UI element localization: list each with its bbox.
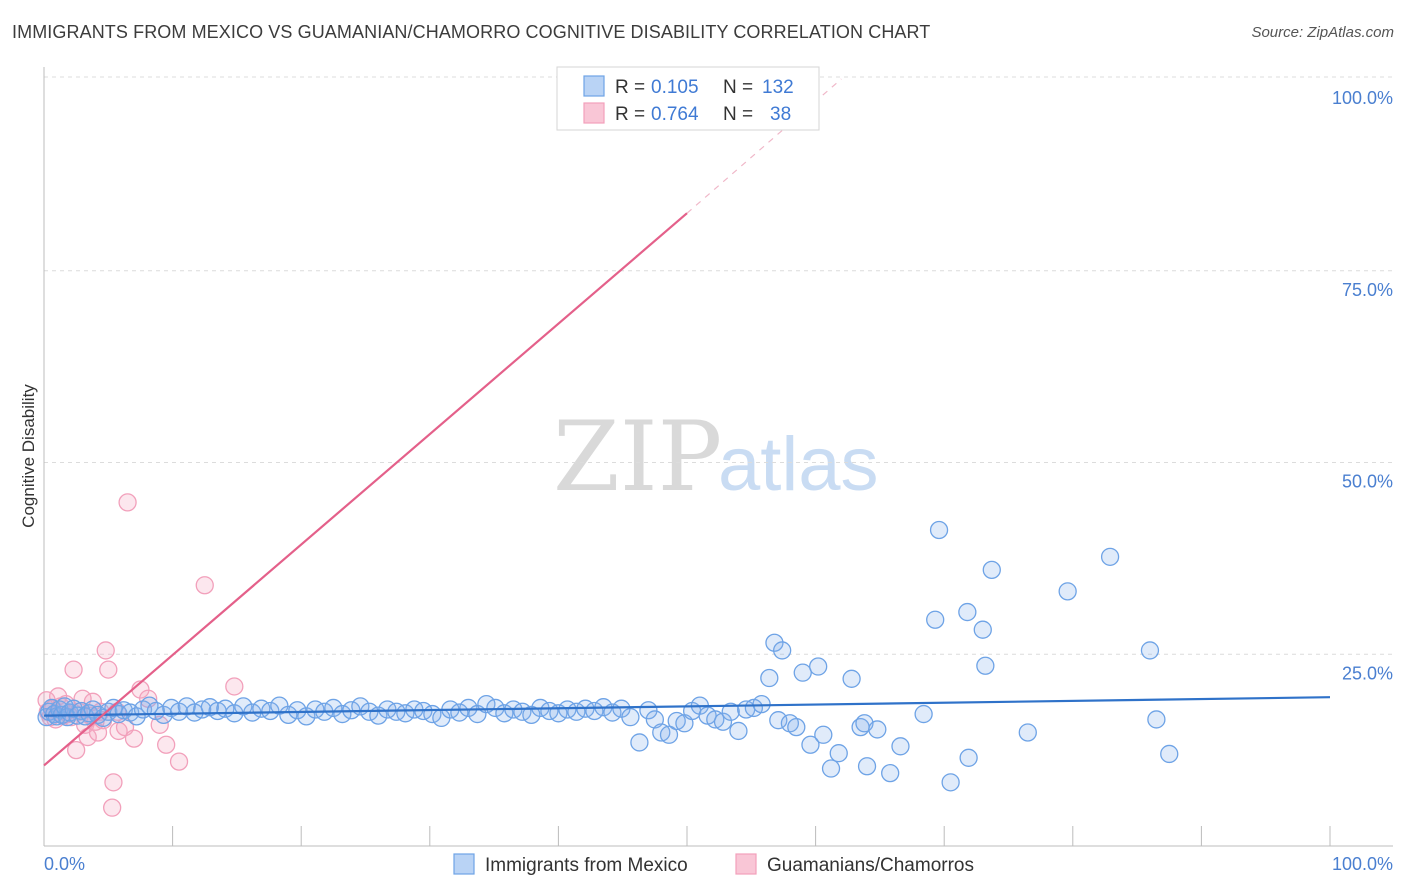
point-mexico: [713, 712, 733, 731]
point-mexico: [857, 757, 877, 776]
y-tick-label: 100.0%: [1332, 88, 1393, 108]
point-mexico: [1018, 723, 1037, 742]
point-mexico: [982, 560, 1001, 580]
point-mexico: [1147, 710, 1166, 729]
y-tick-label: 50.0%: [1342, 472, 1393, 492]
stats-legend: R = 0.105 N = 132 R = 0.764 N = 38: [556, 66, 820, 131]
point-mexico: [973, 620, 992, 639]
point-mexico: [659, 725, 679, 744]
legend-n-label-1: N =: [723, 77, 753, 98]
point-mexico: [459, 698, 478, 718]
y-axis-title: Cognitive Disability: [19, 384, 38, 528]
point-mexico: [333, 704, 352, 724]
point-guamanian: [99, 660, 118, 679]
point-mexico: [773, 641, 792, 660]
point-mexico: [868, 720, 887, 739]
point-guamanian: [124, 729, 144, 748]
point-mexico: [809, 657, 828, 676]
point-mexico: [234, 697, 253, 716]
zipatlas-watermark: ZIP atlas: [553, 401, 879, 513]
axes: [43, 67, 1393, 847]
point-mexico: [959, 748, 978, 767]
point-mexico: [821, 759, 841, 778]
point-mexico: [814, 725, 833, 744]
point-mexico: [769, 711, 788, 730]
trend-line-guamanian: [43, 212, 688, 767]
point-mexico: [396, 704, 415, 723]
legend-r-label-1: R =: [615, 77, 645, 98]
trend-line-mexico: [43, 696, 1331, 717]
point-mexico: [630, 733, 649, 752]
point-mexico: [1100, 547, 1120, 566]
point-mexico: [729, 721, 748, 741]
series-legend: Immigrants from Mexico Guamanians/Chamor…: [453, 853, 974, 876]
legend-r-value-2: 0.764: [651, 104, 699, 125]
y-tick-label: 75.0%: [1342, 280, 1393, 300]
point-mexico: [941, 773, 960, 792]
series-swatch-mexico: [453, 853, 475, 875]
legend-n-label-2: N =: [723, 104, 753, 125]
point-guamanian: [67, 740, 86, 760]
point-mexico: [752, 694, 771, 714]
point-mexico: [881, 763, 900, 783]
series-label-mexico: Immigrants from Mexico: [485, 855, 688, 876]
chart-source: Source: ZipAtlas.com: [1251, 24, 1394, 41]
legend-swatch-blue: [583, 75, 605, 97]
point-mexico: [760, 668, 779, 688]
legend-swatch-pink: [583, 102, 605, 124]
point-mexico: [450, 703, 469, 722]
point-mexico: [829, 744, 848, 763]
point-mexico: [958, 602, 977, 622]
point-mexico: [621, 707, 640, 727]
point-guamanian: [195, 576, 214, 595]
point-mexico: [721, 702, 740, 721]
chart-title: IMMIGRANTS FROM MEXICO VS GUAMANIAN/CHAM…: [12, 22, 931, 42]
mexico-points: [37, 520, 1179, 792]
point-guamanian: [96, 641, 115, 660]
point-guamanian: [103, 798, 122, 817]
y-tick-labels: 25.0% 50.0% 75.0% 100.0%: [1332, 88, 1393, 683]
x-min-label: 0.0%: [44, 854, 85, 874]
point-guamanian: [118, 493, 137, 512]
point-mexico: [891, 737, 910, 756]
point-mexico: [765, 633, 784, 652]
y-tick-label: 25.0%: [1342, 663, 1393, 683]
point-guamanian: [169, 752, 189, 771]
legend-r-label-2: R =: [615, 104, 645, 125]
series-label-guamanian: Guamanians/Chamorros: [767, 855, 974, 876]
point-mexico: [929, 520, 949, 540]
point-mexico: [1140, 641, 1160, 660]
guamanian-points: [37, 493, 244, 817]
point-mexico: [288, 701, 307, 720]
point-mexico: [914, 704, 933, 724]
point-guamanian: [157, 735, 176, 754]
point-mexico: [261, 701, 280, 721]
point-guamanian: [150, 715, 169, 734]
watermark-atlas: atlas: [718, 422, 879, 507]
x-max-label: 100.0%: [1332, 854, 1393, 874]
series-swatch-guamanian: [735, 853, 757, 875]
point-mexico: [801, 735, 820, 754]
point-mexico: [926, 610, 945, 629]
legend-r-value-1: 0.105: [651, 77, 699, 98]
legend-n-value-1: 132: [762, 77, 794, 98]
point-guamanian: [64, 660, 83, 679]
legend-n-value-2: 38: [770, 104, 791, 125]
point-guamanian: [104, 773, 123, 792]
point-mexico: [793, 663, 812, 682]
gridlines: [44, 76, 1393, 655]
point-mexico: [1160, 744, 1179, 764]
point-mexico: [976, 656, 995, 675]
point-guamanian: [225, 677, 244, 696]
point-mexico: [1058, 582, 1077, 601]
point-mexico: [842, 669, 861, 688]
point-mexico: [787, 717, 806, 737]
point-mexico: [279, 705, 298, 724]
point-mexico: [127, 707, 146, 726]
watermark-zip: ZIP: [553, 401, 722, 513]
